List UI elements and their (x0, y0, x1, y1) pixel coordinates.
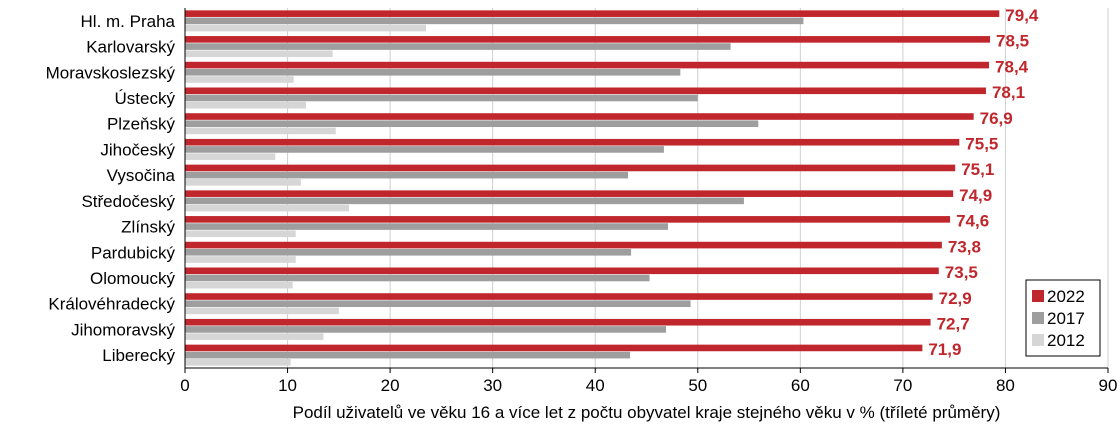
x-tick-label: 30 (483, 376, 502, 395)
bar-2017 (185, 300, 691, 308)
category-label: Liberecký (102, 346, 175, 365)
bar-2017 (185, 120, 759, 128)
bar-2022 (185, 61, 990, 69)
data-label: 78,1 (992, 83, 1025, 102)
data-label: 79,4 (1005, 6, 1039, 25)
x-ticks: 0 10 20 30 40 50 60 70 80 90 (180, 368, 1117, 395)
x-tick-label: 70 (893, 376, 912, 395)
bar-2017 (185, 17, 804, 25)
bar-2022 (185, 241, 942, 249)
bar-2022 (185, 138, 960, 146)
bar-2022 (185, 318, 931, 326)
bar-2012 (185, 179, 301, 186)
category-label: Karlovarský (86, 38, 175, 57)
category-label: Středočeský (81, 192, 175, 211)
bar-2012 (185, 256, 296, 263)
category-labels: Hl. m. Praha Karlovarský Moravskoslezský Ús… (46, 12, 176, 365)
data-label: 73,8 (948, 237, 981, 256)
data-label: 73,5 (945, 263, 978, 282)
data-label: 78,5 (996, 32, 1029, 51)
bar-2012 (185, 281, 293, 289)
bar-2017 (185, 68, 681, 76)
bar-2017 (185, 274, 650, 282)
legend-label-2012: 2012 (1047, 331, 1085, 350)
data-label: 72,7 (937, 315, 970, 334)
category-label: Moravskoslezský (46, 63, 176, 82)
x-tick-label: 20 (381, 376, 400, 395)
x-tick-label: 10 (278, 376, 297, 395)
category-label: Jihočeský (100, 140, 175, 159)
x-tick-label: 80 (996, 376, 1015, 395)
category-label: Zlínský (121, 218, 175, 237)
bar-2017 (185, 43, 731, 50)
bar-2022 (185, 164, 956, 172)
bar-2012 (185, 50, 333, 58)
bar-2022 (185, 10, 1000, 17)
data-label: 76,9 (980, 109, 1013, 128)
legend-label-2017: 2017 (1047, 309, 1085, 328)
x-tick-label: 0 (180, 376, 189, 395)
bar-2012 (185, 101, 307, 109)
x-tick-label: 40 (586, 376, 605, 395)
bar-2022 (185, 87, 986, 95)
category-label: Ústecký (115, 89, 176, 108)
x-tick-label: 50 (688, 376, 707, 395)
data-label: 71,9 (928, 340, 961, 359)
category-label: Pardubický (91, 243, 176, 262)
legend-swatch-2022 (1032, 290, 1044, 302)
bar-2012 (185, 230, 296, 238)
category-label: Olomoucký (90, 269, 176, 288)
category-label: Jihomoravský (71, 320, 175, 339)
bar-2017 (185, 197, 744, 205)
bar-2022 (185, 293, 933, 300)
bar-2012 (185, 307, 339, 315)
bar-2022 (185, 190, 954, 197)
category-label: Vysočina (107, 166, 176, 185)
data-label: 78,4 (995, 57, 1029, 76)
bar-2017 (185, 326, 666, 333)
x-tick-label: 90 (1099, 376, 1118, 395)
data-label: 72,9 (939, 289, 972, 308)
bar-2017 (185, 351, 631, 359)
category-label: Plzeňský (107, 115, 176, 134)
bar-2022 (185, 267, 939, 275)
bar-2012 (185, 24, 427, 32)
bar-2017 (185, 146, 664, 153)
data-label: 74,6 (956, 212, 989, 231)
data-label: 74,9 (959, 186, 992, 205)
legend: 2022 2017 2012 (1025, 279, 1101, 357)
bar-2012 (185, 359, 291, 366)
bar-2017 (185, 171, 629, 179)
bar-2017 (185, 94, 698, 102)
legend-label-2022: 2022 (1047, 287, 1085, 306)
bar-2012 (185, 204, 350, 212)
bar-2012 (185, 333, 324, 340)
legend-swatch-2017 (1032, 312, 1044, 324)
bar-2017 (185, 223, 669, 230)
category-label: Hl. m. Praha (81, 12, 176, 31)
bar-2022 (185, 216, 951, 223)
bar-2012 (185, 153, 276, 160)
data-labels: 79,4 78,5 78,4 78,1 76,9 75,5 75,1 74,9 74,6 73,8… (928, 6, 1039, 359)
data-label: 75,5 (965, 135, 998, 154)
bar-2022 (185, 344, 923, 352)
data-label: 75,1 (961, 160, 994, 179)
bar-2017 (185, 248, 632, 256)
x-axis-label: Podíl uživatelů ve věku 16 a více let z … (293, 403, 1001, 422)
x-tick-label: 60 (791, 376, 810, 395)
bars (185, 10, 1000, 366)
category-label: Královéhradecký (48, 295, 175, 314)
bar-2022 (185, 36, 991, 43)
bar-2012 (185, 76, 294, 83)
legend-swatch-2012 (1032, 334, 1044, 346)
bar-2012 (185, 127, 336, 135)
bar-2022 (185, 113, 974, 120)
